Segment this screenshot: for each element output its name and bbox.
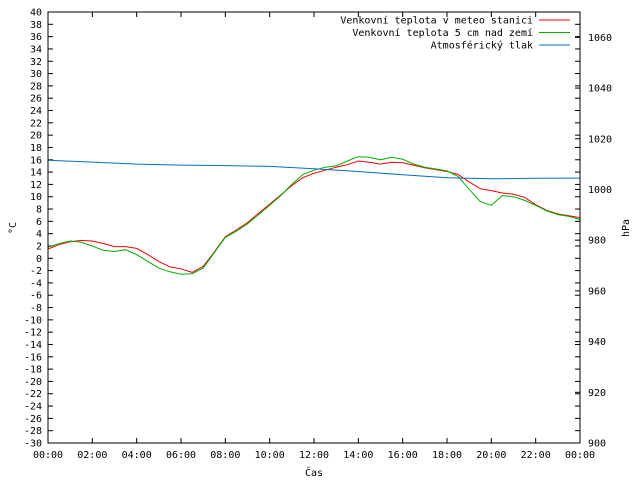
- y-tick-label: 36: [30, 32, 42, 43]
- x-tick-label: 18:00: [432, 450, 462, 461]
- x-tick-label: 16:00: [388, 450, 418, 461]
- y-tick-label: 28: [30, 81, 42, 92]
- y2-tick-label: 920: [588, 388, 606, 399]
- y2-tick-label: 960: [588, 286, 606, 297]
- series-line-1: [47, 156, 581, 275]
- y-tick-label: -8: [30, 303, 42, 314]
- y-tick-label: -12: [24, 328, 42, 339]
- y-tick-label: 40: [30, 8, 42, 19]
- x-tick-label: 22:00: [521, 450, 551, 461]
- y-tick-label: 24: [30, 106, 42, 117]
- y-tick-label: -6: [30, 291, 42, 302]
- y-tick-label: 22: [30, 118, 42, 129]
- y2-tick-label: 980: [588, 236, 606, 247]
- y-tick-label: -14: [24, 340, 42, 351]
- x-tick-label: 00:00: [33, 450, 63, 461]
- y-tick-label: -26: [24, 414, 42, 425]
- x-tick-label: 08:00: [210, 450, 240, 461]
- y-tick-label: 18: [30, 143, 42, 154]
- y2-tick-label: 900: [588, 439, 606, 450]
- legend-label: Atmosférický tlak: [431, 40, 533, 52]
- y-tick-label: 32: [30, 57, 42, 68]
- y-tick-label: -18: [24, 365, 42, 376]
- plot-frame: [47, 11, 581, 444]
- y-tick-label: -2: [30, 266, 42, 277]
- y-axis-title: °C: [8, 222, 19, 234]
- y2-tick-label: 1020: [588, 134, 612, 145]
- x-axis-title: Čas: [305, 466, 323, 479]
- y-tick-label: 20: [30, 131, 42, 142]
- y-tick-label: -16: [24, 352, 42, 363]
- y2-tick-label: 940: [588, 337, 606, 348]
- x-tick-label: 02:00: [77, 450, 107, 461]
- y2-axis-title: hPa: [621, 219, 632, 237]
- x-tick-label: 10:00: [255, 450, 285, 461]
- legend: Venkovní teplota v meteo staniciVenkovní…: [340, 15, 570, 52]
- y2-tick-label: 1040: [588, 84, 612, 95]
- series-line-2: [47, 159, 581, 180]
- y-tick-label: -24: [24, 402, 42, 413]
- y-tick-label: 16: [30, 155, 42, 166]
- y-tick-label: 30: [30, 69, 42, 80]
- y-axis-ticks: 4038363432302826242220181614121086420-2-…: [24, 8, 580, 450]
- legend-label: Venkovní teplota 5 cm nad zemí: [352, 27, 533, 39]
- y-tick-label: 14: [30, 168, 42, 179]
- x-tick-label: 14:00: [343, 450, 373, 461]
- x-tick-label: 04:00: [122, 450, 152, 461]
- y-tick-label: 10: [30, 192, 42, 203]
- y-tick-label: 0: [36, 254, 42, 265]
- legend-label: Venkovní teplota v meteo stanici: [340, 15, 533, 27]
- y-tick-label: -4: [30, 278, 42, 289]
- series-lines: [47, 156, 581, 275]
- x-tick-label: 00:00: [565, 450, 595, 461]
- x-tick-label: 06:00: [166, 450, 196, 461]
- y2-axis-ticks: 1060 1040 1020 1000 980 960 940 920 900: [575, 33, 612, 450]
- y-tick-label: -20: [24, 377, 42, 388]
- y-tick-label: -30: [24, 439, 42, 450]
- y-tick-label: -22: [24, 389, 42, 400]
- x-axis-ticks: 00:00 02:00 04:00 06:00 08:00 10:00 12:00 14:00…: [33, 12, 595, 461]
- y-tick-label: 12: [30, 180, 42, 191]
- x-tick-label: 12:00: [299, 450, 329, 461]
- y-tick-label: 38: [30, 20, 42, 31]
- y-tick-label: -28: [24, 426, 42, 437]
- y-tick-label: 34: [30, 44, 42, 55]
- y2-tick-label: 1060: [588, 33, 612, 44]
- y-tick-label: 2: [36, 241, 42, 252]
- y-tick-label: 6: [36, 217, 42, 228]
- series-line-0: [47, 160, 581, 273]
- y-tick-label: 4: [36, 229, 42, 240]
- y2-tick-label: 1000: [588, 185, 612, 196]
- y-tick-label: 8: [36, 205, 42, 216]
- y-tick-label: 26: [30, 94, 42, 105]
- x-tick-label: 20:00: [476, 450, 506, 461]
- y-tick-label: -10: [24, 315, 42, 326]
